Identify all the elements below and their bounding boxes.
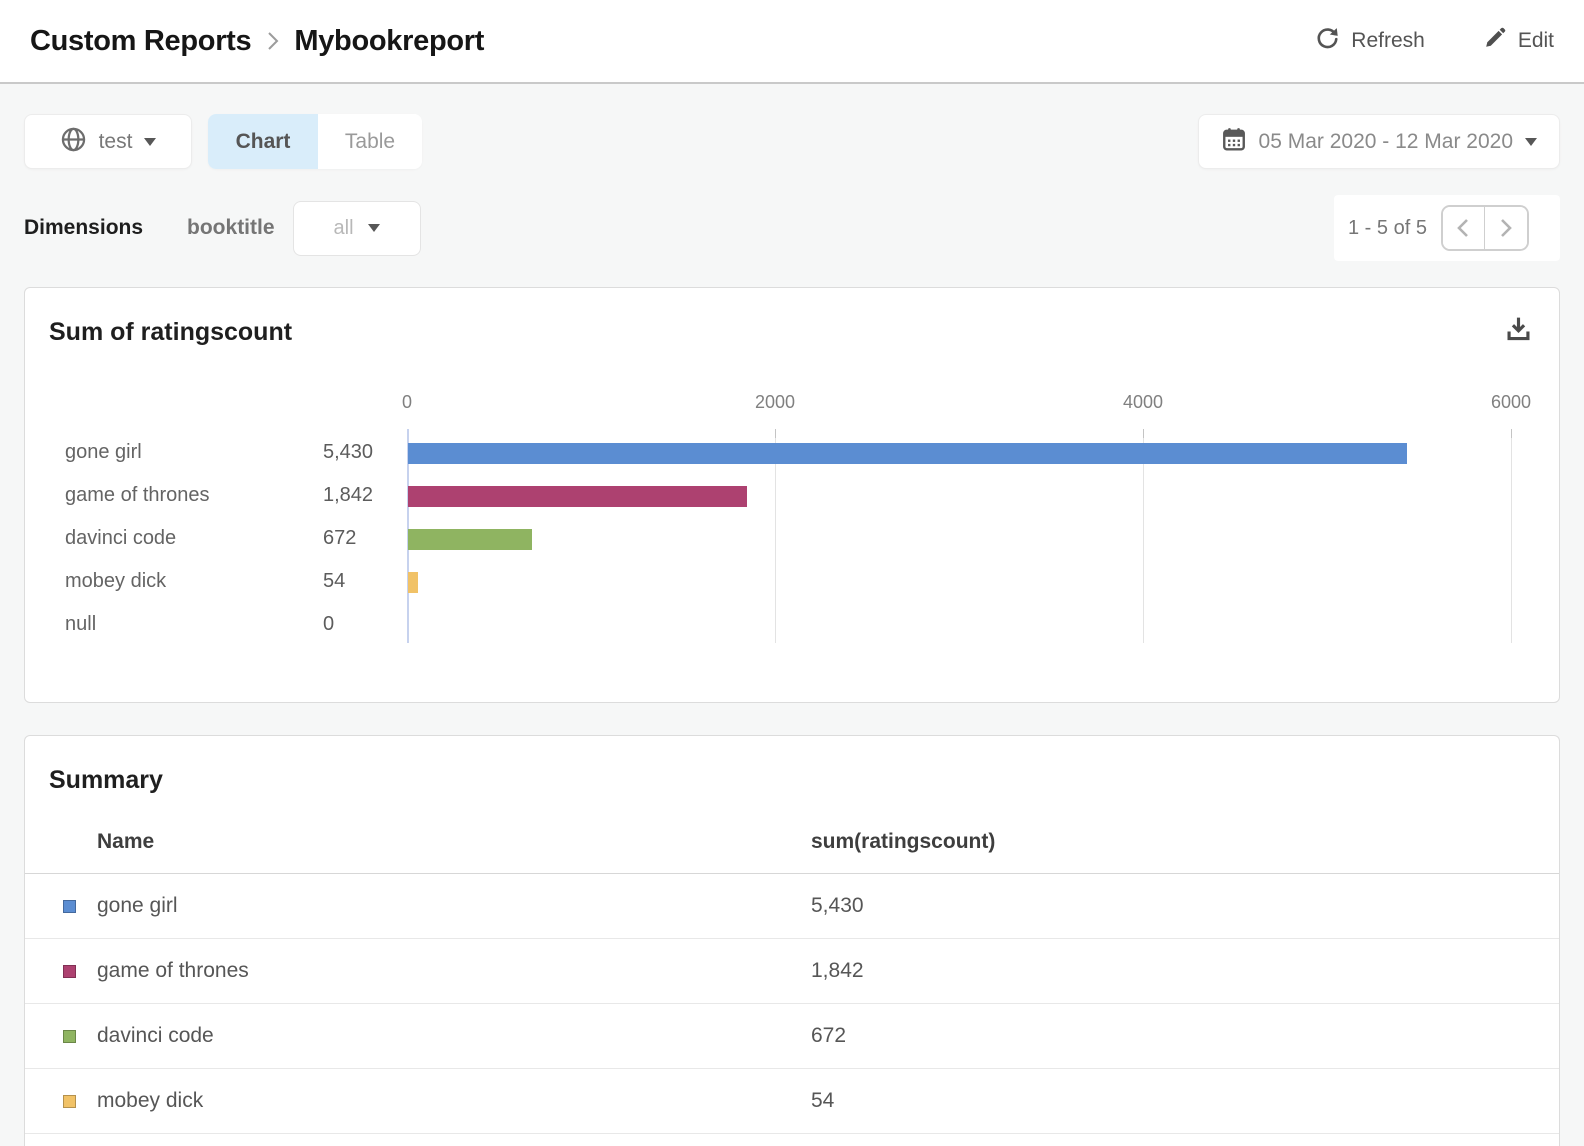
caret-down-icon: [367, 224, 380, 232]
gridline: [1143, 429, 1144, 643]
chart-value-label: 0: [323, 613, 335, 635]
summary-card: Summary Name sum(ratingscount) gone girl…: [24, 735, 1560, 1146]
scope-select[interactable]: test: [24, 114, 192, 169]
x-axis-label: 2000: [754, 392, 796, 412]
table-row: mobey dick 54: [25, 1069, 1559, 1134]
previous-page-button[interactable]: [1442, 207, 1485, 249]
chart-bar[interactable]: [408, 529, 532, 550]
breadcrumb-custom-reports[interactable]: Custom Reports: [30, 24, 252, 57]
filter-value: all: [333, 216, 354, 239]
x-axis-label: 4000: [1122, 392, 1164, 412]
x-axis-label: 6000: [1490, 392, 1532, 412]
row-value: 1,842: [811, 959, 864, 982]
row-name: game of thrones: [97, 959, 249, 982]
chevron-left-icon: [1457, 219, 1469, 237]
chart-value-label: 672: [323, 527, 357, 549]
row-name: gone girl: [97, 894, 178, 917]
chart-card: Sum of ratingscount 0 2000 4000 6000 gone gi…: [24, 287, 1560, 703]
chart-category-label: null: [65, 613, 97, 635]
row-value: 5,430: [811, 894, 864, 917]
pager-buttons: [1440, 205, 1529, 251]
table-row: gone girl 5,430: [25, 874, 1559, 939]
page-range-label: 1 - 5 of 5: [1348, 216, 1427, 239]
refresh-button[interactable]: Refresh: [1315, 26, 1425, 57]
chart-value-label: 54: [323, 570, 346, 592]
chart-bar[interactable]: [408, 443, 1407, 464]
globe-icon: [60, 126, 87, 158]
page-header: Custom Reports Mybookreport Refresh Edit: [0, 0, 1584, 84]
date-range-label: 05 Mar 2020 - 12 Mar 2020: [1258, 129, 1513, 153]
chevron-right-icon: [1501, 219, 1512, 237]
table-row: game of thrones 1,842: [25, 939, 1559, 1004]
calendar-icon: [1221, 126, 1247, 157]
dimensions-label: Dimensions: [24, 216, 144, 239]
table-row: davinci code 672: [25, 1004, 1559, 1069]
axis-tick: [1511, 429, 1512, 438]
summary-table-body: gone girl 5,430 game of thrones 1,842 davinc…: [25, 874, 1559, 1134]
legend-swatch: [63, 1030, 76, 1043]
summary-title: Summary: [49, 766, 163, 794]
chart-bar[interactable]: [408, 486, 747, 507]
breadcrumb-chevron-icon: [265, 30, 280, 52]
chart-category-label: davinci code: [65, 527, 177, 549]
x-axis-label: 0: [401, 392, 413, 412]
pagination: 1 - 5 of 5: [1334, 195, 1560, 261]
chart-category-label: game of thrones: [65, 484, 210, 506]
row-name: mobey dick: [97, 1089, 204, 1112]
chart-plot: 0 2000 4000 6000 gone girl 5,430 game of thron…: [25, 288, 1559, 702]
dimension-field-booktitle: booktitle: [187, 216, 275, 239]
legend-swatch: [63, 900, 76, 913]
gridline: [775, 429, 776, 643]
chart-value-label: 1,842: [323, 484, 374, 506]
tab-chart[interactable]: Chart: [208, 114, 318, 169]
date-range-picker[interactable]: 05 Mar 2020 - 12 Mar 2020: [1197, 114, 1560, 169]
dimension-filter-select[interactable]: all: [292, 200, 421, 256]
chart-category-label: gone girl: [65, 441, 142, 463]
refresh-icon: [1315, 26, 1340, 57]
column-header-sum: sum(ratingscount): [811, 830, 996, 853]
summary-table-header: Name sum(ratingscount): [25, 816, 1559, 874]
toolbar: test Chart Table 05 Mar 2020 - 12 Mar 20…: [24, 114, 1560, 169]
row-value: 54: [811, 1089, 835, 1112]
scope-label: test: [98, 129, 133, 153]
breadcrumb: Custom Reports Mybookreport: [30, 25, 484, 58]
download-button[interactable]: [1504, 314, 1533, 346]
edit-button[interactable]: Edit: [1483, 26, 1554, 56]
chart-bar[interactable]: [408, 572, 418, 593]
header-actions: Refresh Edit: [1315, 26, 1554, 57]
row-value: 672: [811, 1024, 847, 1047]
axis-tick: [1143, 429, 1144, 438]
gridline: [1511, 429, 1512, 643]
axis-tick: [775, 429, 776, 438]
tab-table[interactable]: Table: [318, 114, 422, 169]
next-page-button[interactable]: [1484, 207, 1527, 249]
chart-title: Sum of ratingscount: [49, 318, 293, 346]
column-header-name: Name: [97, 830, 155, 853]
chart-category-label: mobey dick: [65, 570, 167, 592]
download-icon: [1504, 317, 1533, 346]
legend-swatch: [63, 965, 76, 978]
summary-table: Name sum(ratingscount) gone girl 5,430 gam…: [25, 816, 1559, 1134]
edit-label: Edit: [1517, 29, 1554, 52]
pencil-icon: [1483, 26, 1507, 56]
refresh-label: Refresh: [1351, 29, 1425, 52]
dimensions-row: Dimensions booktitle all 1 - 5 of 5: [24, 195, 1560, 261]
breadcrumb-report-name: Mybookreport: [294, 24, 485, 57]
row-name: davinci code: [97, 1024, 214, 1047]
chart-value-label: 5,430: [323, 441, 374, 463]
legend-swatch: [63, 1095, 76, 1108]
caret-down-icon: [1525, 137, 1537, 146]
caret-down-icon: [144, 137, 157, 146]
view-tabs: Chart Table: [208, 114, 422, 169]
